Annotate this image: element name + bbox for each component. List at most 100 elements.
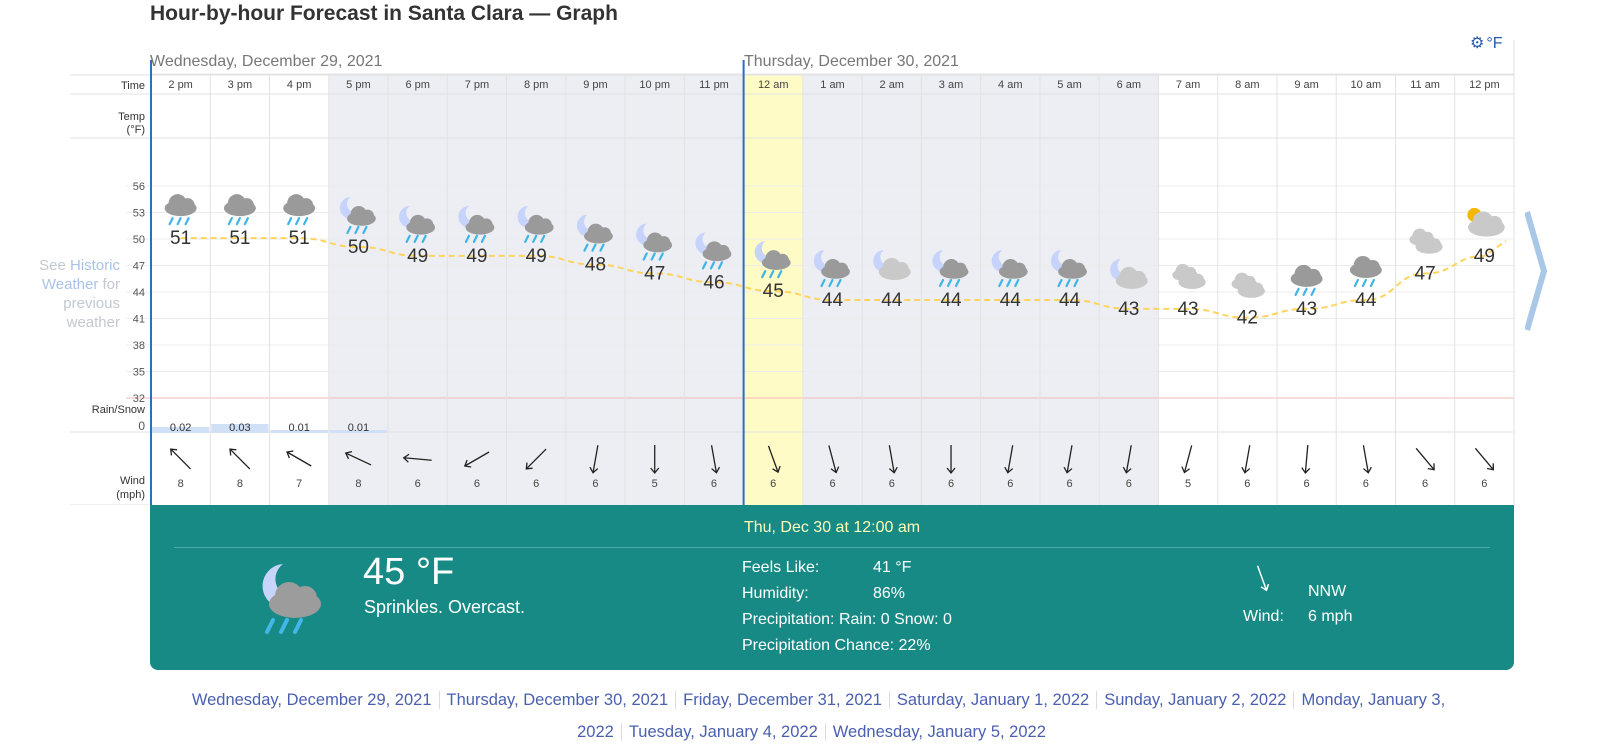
day-link[interactable]: Saturday, January 1, 2022 bbox=[888, 691, 1097, 709]
feels-like-value: 41 °F bbox=[873, 559, 912, 576]
hour-temp: 44 bbox=[1059, 290, 1081, 311]
hour-temp: 49 bbox=[526, 246, 547, 267]
temp-tick-label: 47 bbox=[133, 261, 145, 273]
moon-rain-icon bbox=[754, 241, 791, 279]
wind-speed-label: 6 bbox=[1304, 478, 1310, 490]
wind-arrow-icon bbox=[1415, 447, 1435, 471]
wind-speed-label: 8 bbox=[178, 478, 184, 490]
day-link[interactable]: Tuesday, January 4, 2022 bbox=[620, 723, 825, 741]
moon-rain-icon bbox=[695, 232, 732, 270]
next-arrow-icon[interactable] bbox=[1525, 210, 1547, 332]
rain-icon bbox=[1349, 256, 1382, 288]
hour-temp: 42 bbox=[1237, 308, 1258, 329]
weather-details: Feels Like: 41 °F Humidity: 86% Precipitat… bbox=[742, 555, 952, 659]
wind-speed-label: 6 bbox=[592, 478, 598, 490]
humidity-label: Humidity: bbox=[742, 585, 809, 602]
wind-speed-label: 5 bbox=[652, 478, 658, 490]
hour-label: 2 pm bbox=[168, 79, 192, 91]
hour-temp: 44 bbox=[822, 290, 844, 311]
rain-zero-label: 0 bbox=[138, 419, 145, 433]
wind-label: Wind: bbox=[1243, 608, 1284, 625]
moon-rain-icon bbox=[576, 214, 613, 252]
wind-arrow-icon bbox=[402, 453, 432, 463]
day-link[interactable]: Thursday, December 30, 2021 bbox=[438, 691, 676, 709]
hour-label: 11 pm bbox=[699, 79, 729, 91]
gear-icon[interactable]: ⚙ bbox=[1470, 35, 1485, 52]
moon-rain-icon bbox=[399, 205, 436, 243]
hour-label: 12 am bbox=[758, 79, 789, 91]
rain-row-label: Rain/Snow bbox=[92, 404, 145, 416]
temp-tick-label: 35 bbox=[133, 367, 145, 379]
hour-temp: 48 bbox=[585, 255, 606, 276]
wind-arrow-icon bbox=[767, 445, 781, 474]
historic-weather-note: See Historic Weather for previous weathe… bbox=[39, 257, 120, 331]
wind-arrow-icon bbox=[525, 448, 547, 470]
wind-speed-label: 6 bbox=[533, 478, 539, 490]
wind-arrow-icon bbox=[1241, 445, 1251, 474]
clouds-icon bbox=[1172, 263, 1206, 290]
hour-temp: 44 bbox=[881, 290, 903, 311]
hour-temp: 51 bbox=[170, 228, 191, 249]
selected-hour-highlight bbox=[743, 75, 803, 505]
day-links: Wednesday, December 29, 2021 Thursday, De… bbox=[150, 684, 1480, 748]
hour-temp: 49 bbox=[1474, 246, 1495, 267]
wind-speed-label: 6 bbox=[1066, 478, 1072, 490]
hour-temp: 43 bbox=[1118, 299, 1139, 320]
day-link[interactable]: Monday, January 3, 2022 bbox=[577, 691, 1446, 741]
hour-temp: 44 bbox=[1000, 290, 1022, 311]
day-link[interactable]: Wednesday, December 29, 2021 bbox=[191, 691, 432, 709]
wind-arrow-icon bbox=[229, 448, 251, 470]
condition-text: Sprinkles. Overcast. bbox=[364, 597, 526, 617]
wind-speed-label: 6 bbox=[770, 478, 776, 490]
hour-label: 11 am bbox=[1410, 79, 1440, 91]
hour-temp: 44 bbox=[940, 290, 962, 311]
selected-hour-panel: Thu, Dec 30 at 12:00 am 45 °F Sprinkles.… bbox=[150, 505, 1514, 670]
hour-temp: 51 bbox=[229, 228, 250, 249]
moon-rain-icon bbox=[813, 250, 850, 288]
rain-icon bbox=[164, 194, 197, 226]
wind-speed-label: 6 bbox=[1007, 478, 1013, 490]
hour-label: 10 am bbox=[1351, 79, 1382, 91]
night-shade bbox=[328, 75, 744, 505]
humidity-value: 86% bbox=[873, 585, 906, 602]
moon-cloud-icon bbox=[873, 250, 911, 280]
units-label[interactable]: °F bbox=[1486, 35, 1503, 52]
day-link[interactable]: Sunday, January 2, 2022 bbox=[1096, 691, 1294, 709]
hour-temp: 46 bbox=[703, 272, 724, 293]
feels-like-label: Feels Like: bbox=[742, 559, 820, 576]
rain-bar bbox=[329, 430, 388, 433]
moon-rain-icon bbox=[1050, 250, 1087, 288]
hour-label: 9 am bbox=[1294, 79, 1318, 91]
moon-rain-icon bbox=[339, 197, 376, 235]
temp-tick-label: 41 bbox=[133, 314, 145, 326]
moon-rain-icon bbox=[932, 250, 969, 288]
day-link[interactable]: Wednesday, January 5, 2022 bbox=[824, 723, 1053, 741]
wind-arrow-icon bbox=[1301, 444, 1311, 474]
hour-label: 10 pm bbox=[639, 79, 670, 91]
hour-label: 8 pm bbox=[524, 79, 548, 91]
moon-rain-icon bbox=[458, 205, 495, 243]
units-toggle[interactable]: ⚙ °F bbox=[1470, 33, 1503, 53]
wind-arrow-icon bbox=[344, 450, 372, 466]
moon-rain-icon bbox=[517, 205, 554, 243]
moon-cloud-icon bbox=[1110, 258, 1148, 289]
wind-arrow-icon bbox=[888, 445, 898, 474]
wind-arrow-icon bbox=[650, 445, 660, 475]
rain-amount: 0.01 bbox=[348, 422, 369, 434]
clouds-icon bbox=[1409, 228, 1443, 254]
day-link[interactable]: Friday, December 31, 2021 bbox=[675, 691, 889, 709]
wind-speed: 6 mph bbox=[1308, 608, 1353, 625]
precipitation-chance: Precipitation Chance: 22% bbox=[742, 637, 931, 654]
wind-arrow-icon bbox=[463, 451, 490, 468]
wind-arrow-icon bbox=[1474, 447, 1495, 471]
time-row-label: Time bbox=[121, 80, 145, 92]
wind-unit-label: (mph) bbox=[116, 489, 145, 501]
hour-temp: 49 bbox=[407, 246, 428, 267]
wind-arrow-icon bbox=[1181, 445, 1193, 474]
hourly-graph[interactable]: 565350474441383532TimeTemp(°F)Rain/Snow0… bbox=[0, 0, 1600, 505]
wind-speed-label: 6 bbox=[711, 478, 717, 490]
moon-rain-icon bbox=[991, 250, 1028, 288]
historic-weather-link[interactable]: Historic Weather bbox=[41, 257, 120, 293]
hour-label: 9 pm bbox=[583, 79, 607, 91]
wind-speed-label: 6 bbox=[1126, 478, 1132, 490]
